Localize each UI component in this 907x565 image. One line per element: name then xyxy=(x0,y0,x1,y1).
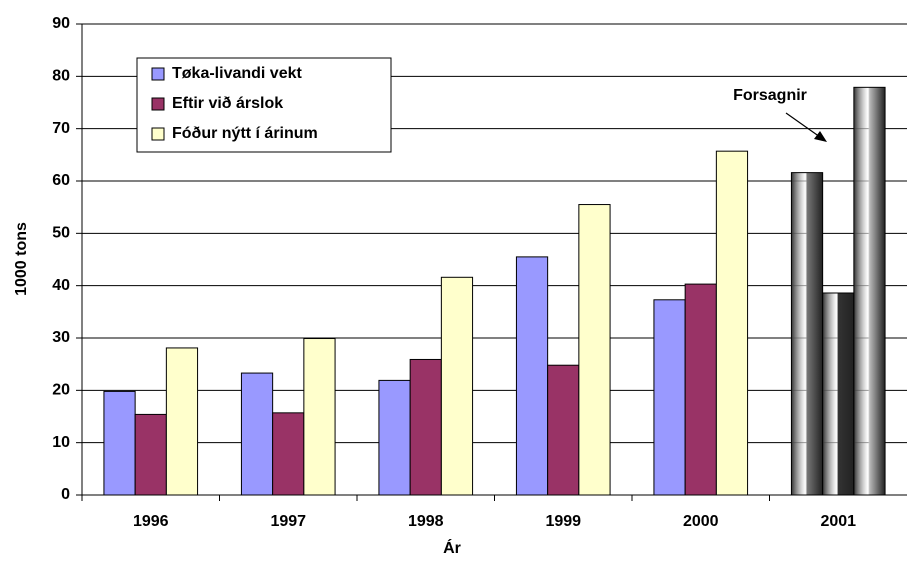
bar xyxy=(790,172,824,496)
bar xyxy=(578,204,611,496)
y-tick-label: 80 xyxy=(52,68,70,85)
bar xyxy=(409,358,442,496)
y-tick-label: 30 xyxy=(52,329,70,346)
y-tick-label: 70 xyxy=(52,120,70,137)
bar xyxy=(853,86,886,496)
y-tick-label: 0 xyxy=(61,486,70,503)
y-tick-label: 90 xyxy=(52,15,70,32)
y-tick-label: 20 xyxy=(52,382,70,399)
bar xyxy=(653,299,686,496)
y-tick-label: 50 xyxy=(52,225,70,242)
x-tick-label: 1996 xyxy=(133,513,169,530)
bar xyxy=(303,338,336,496)
x-tick-label: 1997 xyxy=(270,513,306,530)
legend-swatch xyxy=(151,97,165,111)
bar xyxy=(715,150,749,496)
bar xyxy=(822,292,855,496)
legend-swatch xyxy=(151,127,165,141)
legend-box xyxy=(136,57,392,153)
bar xyxy=(103,390,136,496)
y-axis-label: 1000 tons xyxy=(13,222,30,296)
bar xyxy=(272,412,305,496)
legend-label: Eftir við árslok xyxy=(172,95,283,112)
bar xyxy=(240,372,274,496)
legend-swatch xyxy=(151,67,165,81)
annotation: Forsagnir xyxy=(733,87,807,104)
bar xyxy=(547,364,580,496)
x-tick-label: 2001 xyxy=(820,513,856,530)
x-tick-label: 2000 xyxy=(683,513,719,530)
y-tick-label: 40 xyxy=(52,277,70,294)
legend-label: Tøka-livandi vekt xyxy=(172,65,302,82)
x-tick-label: 1998 xyxy=(408,513,444,530)
x-axis-label: Ár xyxy=(443,538,461,557)
bar xyxy=(378,379,411,496)
bar xyxy=(684,283,717,496)
bar xyxy=(165,347,199,496)
x-tick-label: 1999 xyxy=(545,513,581,530)
bar xyxy=(515,256,549,496)
y-tick-label: 10 xyxy=(52,434,70,451)
bar xyxy=(440,276,474,496)
annotation-arrow xyxy=(785,112,821,138)
bar xyxy=(134,413,167,496)
y-tick-label: 60 xyxy=(52,172,70,189)
legend-label: Fóður nýtt í árinum xyxy=(172,125,318,142)
annotation-arrowhead xyxy=(814,131,827,142)
